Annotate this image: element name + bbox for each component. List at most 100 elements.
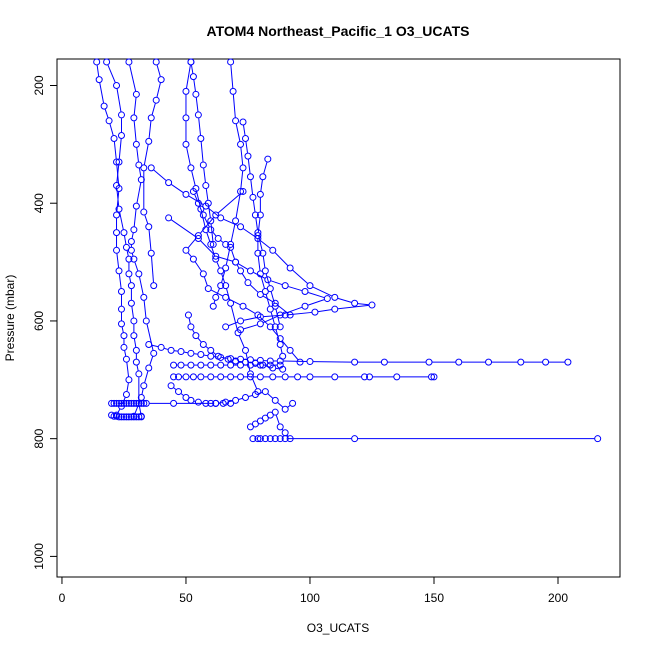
data-point	[542, 358, 550, 366]
data-point	[261, 414, 269, 422]
series-segment	[113, 141, 117, 159]
data-point	[132, 413, 140, 421]
series-segment	[133, 338, 137, 348]
data-point	[241, 134, 249, 142]
data-point	[306, 358, 314, 366]
data-point	[271, 323, 279, 331]
data-point	[127, 237, 135, 245]
data-point	[115, 399, 123, 407]
data-point	[229, 87, 237, 95]
data-point	[127, 282, 135, 290]
data-point	[207, 352, 215, 360]
data-point	[132, 140, 140, 148]
data-point	[117, 288, 125, 296]
series-segment	[263, 314, 282, 318]
x-axis: 0 50 100 150 200	[59, 576, 568, 605]
series-segment	[144, 371, 149, 383]
series-segment	[288, 286, 302, 292]
data-point	[271, 408, 279, 416]
data-point	[130, 255, 138, 263]
data-point	[266, 305, 274, 313]
series-segment	[148, 230, 152, 251]
data-point	[393, 373, 401, 381]
data-point	[207, 240, 215, 248]
data-point	[217, 373, 225, 381]
series-segment	[312, 286, 333, 297]
data-point	[286, 435, 294, 443]
series-12	[182, 187, 304, 366]
series-segment	[260, 276, 265, 289]
data-point	[199, 161, 207, 169]
series-18	[108, 399, 235, 407]
data-point	[281, 405, 289, 413]
data-point	[217, 282, 225, 290]
data-point	[251, 420, 259, 428]
data-point	[150, 282, 158, 290]
data-point	[266, 361, 274, 369]
data-point	[110, 134, 118, 142]
data-point	[127, 413, 135, 421]
data-point	[175, 388, 183, 396]
data-point	[130, 399, 138, 407]
series-segment	[116, 88, 122, 112]
series-segment	[277, 304, 288, 314]
series-segment	[262, 256, 266, 268]
data-point	[239, 118, 247, 126]
y-tick-label: 800	[32, 428, 46, 448]
data-point	[281, 311, 289, 319]
data-point	[167, 346, 175, 354]
data-point	[182, 87, 190, 95]
series-segment	[307, 299, 325, 306]
data-point	[232, 396, 240, 404]
data-point	[157, 343, 165, 351]
series-segment	[116, 188, 120, 206]
x-tick-label: 100	[300, 591, 320, 605]
series-segment	[263, 315, 278, 324]
data-point	[380, 358, 388, 366]
data-point	[246, 267, 254, 275]
series-segment	[230, 65, 234, 89]
data-point	[170, 399, 178, 407]
data-point	[197, 205, 205, 213]
y-tick-label: 400	[32, 193, 46, 213]
series-segment	[204, 217, 210, 227]
series-1	[93, 58, 133, 420]
series-segment	[357, 303, 369, 306]
data-point	[430, 373, 438, 381]
data-point	[241, 346, 249, 354]
data-point	[182, 246, 190, 254]
data-point	[564, 358, 572, 366]
data-point	[217, 214, 225, 222]
chart-title: ATOM4 Northeast_Pacific_1 O3_UCATS	[207, 23, 470, 39]
data-point	[351, 435, 359, 443]
data-point	[130, 317, 138, 325]
data-point	[254, 249, 262, 257]
series-segment	[131, 253, 134, 257]
series-segment	[274, 252, 289, 266]
series-segment	[247, 159, 251, 174]
series-segment	[126, 250, 129, 257]
data-point	[175, 373, 183, 381]
data-point	[182, 373, 190, 381]
data-point	[254, 232, 262, 240]
series-segment	[186, 65, 191, 89]
series-segment	[221, 271, 226, 283]
data-point	[264, 155, 272, 163]
data-point	[122, 413, 130, 421]
data-point	[232, 258, 240, 266]
series-segment	[245, 141, 249, 153]
series-segment	[230, 224, 236, 242]
data-point	[182, 140, 190, 148]
series-segment	[240, 171, 244, 189]
data-point	[517, 358, 525, 366]
data-point	[103, 58, 111, 66]
data-point	[251, 211, 259, 219]
data-point	[261, 435, 269, 443]
data-point	[108, 411, 116, 419]
series-segment	[270, 291, 275, 304]
data-point	[113, 158, 121, 166]
series-segment	[243, 125, 246, 136]
data-point	[594, 435, 602, 443]
data-point	[132, 90, 140, 98]
data-point	[202, 399, 210, 407]
